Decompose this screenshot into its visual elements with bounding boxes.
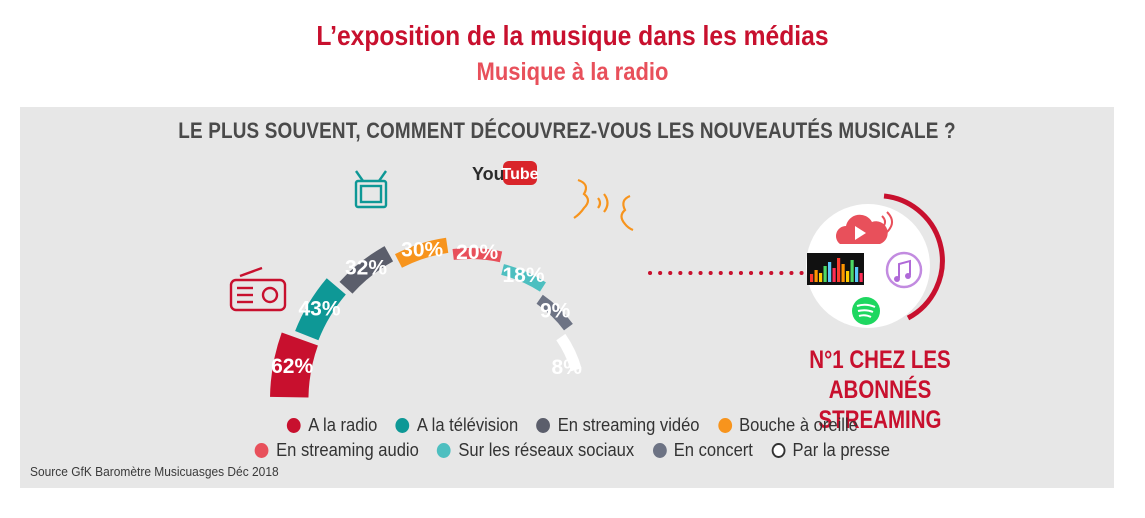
legend-label: Par la presse <box>792 440 891 460</box>
segment-7 <box>536 294 573 331</box>
deezer-bar <box>855 267 859 282</box>
segment-4 <box>394 237 449 268</box>
legend-item: En concert <box>652 440 753 461</box>
segment-3 <box>339 246 394 294</box>
deezer-bar <box>814 270 818 282</box>
chart-labels: 62% 43%32% 30% 20%18% 9% 8% <box>271 239 582 379</box>
legend-label: En streaming vidéo <box>557 415 700 435</box>
legend-item: En streaming vidéo <box>536 415 700 436</box>
legend-dot <box>652 443 667 458</box>
segment-5 <box>452 247 503 263</box>
segment-6 <box>501 264 546 292</box>
segment-label-2: 43% <box>298 297 340 320</box>
deezer-bar <box>810 274 814 282</box>
legend-dot <box>395 418 410 433</box>
segment-2 <box>295 278 346 341</box>
legend-item: Sur les réseaux sociaux <box>437 440 634 461</box>
segment-label-7: 9% <box>540 300 571 323</box>
chart-question: LE PLUS SOUVENT, COMMENT DÉCOUVREZ-VOUS … <box>178 118 956 143</box>
legend-label: En streaming audio <box>276 440 419 460</box>
legend-dot <box>536 418 551 433</box>
legend-dot <box>437 443 452 458</box>
tv-icon <box>354 170 388 209</box>
legend-row-2: En streaming audio Sur les réseaux sociau… <box>46 440 1099 461</box>
page-title: L’exposition de la musique dans les médi… <box>316 20 829 51</box>
streaming-services-badge <box>806 193 945 328</box>
deezer-bar <box>841 264 845 282</box>
legend-label: A la télévision <box>416 415 519 435</box>
chart-segments <box>270 237 582 398</box>
segment-label-4: 30% <box>401 239 443 262</box>
legend-label: Sur les réseaux sociaux <box>458 440 635 460</box>
youtube-logo-tube: Tube <box>501 166 538 183</box>
source-note: Source GfK Baromètre Musicuasges Déc 201… <box>30 464 279 479</box>
legend-label: A la radio <box>308 415 378 435</box>
segment-label-3: 32% <box>345 257 387 280</box>
legend-dot <box>771 443 786 458</box>
deezer-icon <box>807 253 864 285</box>
segment-1 <box>270 332 318 398</box>
deezer-bar <box>823 266 827 282</box>
legend-label: En concert <box>673 440 753 460</box>
segment-label-8: 8% <box>552 356 583 379</box>
segment-8 <box>556 333 582 372</box>
streaming-callout: N°1 CHEZ LES ABONNÉS STREAMING <box>809 346 951 434</box>
segment-label-6: 18% <box>502 264 544 287</box>
deezer-bar <box>859 273 863 282</box>
radio-icon <box>229 266 287 312</box>
deezer-bar <box>828 262 832 282</box>
legend-item: En streaming audio <box>254 440 419 461</box>
legend-label: Bouche à oreille <box>739 415 858 435</box>
legend-dot <box>717 418 732 433</box>
deezer-bar <box>850 260 854 282</box>
page-subtitle: Musique à la radio <box>476 58 669 86</box>
deezer-bar <box>832 268 836 282</box>
cloud-stream-icon <box>836 211 893 244</box>
legend-item: A la télévision <box>395 415 519 436</box>
segment-label-5: 20% <box>456 241 498 264</box>
legend-dot <box>287 418 301 433</box>
legend-item: A la radio <box>287 415 377 436</box>
deezer-bar <box>837 258 841 282</box>
youtube-logo-you: You <box>472 164 505 184</box>
legend-dot <box>254 443 269 458</box>
segment-label-1: 62% <box>271 355 313 378</box>
legend-item: Bouche à oreille <box>717 415 858 436</box>
youtube-logo: You Tube <box>472 161 539 185</box>
legend-row-1: A la radio A la télévision En streaming vi… <box>46 415 1099 436</box>
deezer-bar <box>819 273 823 282</box>
speaking-head-icon <box>573 178 634 232</box>
legend-item: Par la presse <box>771 440 890 461</box>
spotify-icon <box>852 297 880 325</box>
itunes-icon <box>885 251 923 289</box>
deezer-bar <box>846 271 850 282</box>
